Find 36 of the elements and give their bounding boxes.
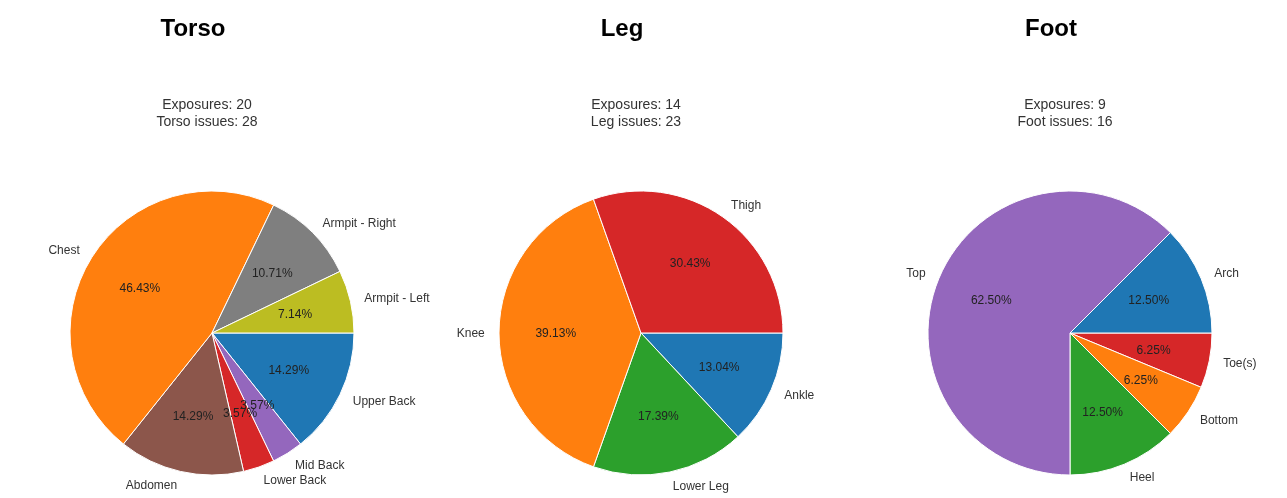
slice-label: Thigh [731,198,762,213]
data-label: 14.29% [172,409,214,424]
slice-label: Knee [456,326,486,340]
chart-subtitle: Exposures: 14 Leg issues: 23 [589,96,683,130]
slice-label: Mid Back [295,458,346,473]
slice-label: Heel [1129,470,1155,485]
data-label: 6.25% [1136,342,1171,357]
slice-label: Upper Back [352,393,417,408]
data-label: 62.50% [970,293,1012,308]
data-label: 46.43% [119,280,161,295]
slice-label: Ankle [784,388,815,403]
chart-subtitle: Exposures: 9 Foot issues: 16 [1016,96,1114,130]
slice-label: Top [906,266,926,281]
data-label: 13.04% [698,359,740,374]
slice-label: Arch [1214,266,1239,281]
chart-title: Leg [599,14,645,42]
chart-subtitle: Exposures: 20 Torso issues: 28 [155,96,259,130]
slice-label: Abdomen [125,478,178,493]
slice-label: Lower Back [263,473,328,488]
slice-label: Armpit - Right [322,215,397,230]
slice-label: Lower Leg [672,478,729,493]
data-label: 12.50% [1082,404,1124,419]
data-label: 30.43% [669,256,711,271]
data-label: 39.13% [535,326,577,340]
slice-label: Bottom [1199,412,1238,427]
data-label: 12.50% [1128,293,1170,308]
chart-title: Foot [1024,14,1078,42]
data-label: 17.39% [637,409,680,424]
slice-label: Toe(s) [1223,356,1257,371]
slice-label: Chest [48,242,81,257]
data-label: 14.29% [268,362,310,377]
chart-title: Torso [159,14,227,42]
data-label: 10.71% [251,265,293,280]
slice-label: Armpit - Left [364,291,431,306]
data-label: 7.14% [278,307,313,322]
data-label: 6.25% [1123,373,1159,388]
